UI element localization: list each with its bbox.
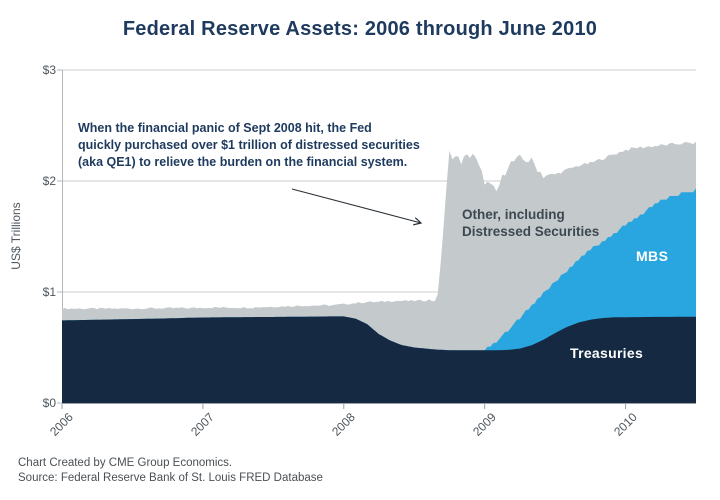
series-label-treasuries: Treasuries xyxy=(570,345,644,361)
area-treasuries xyxy=(62,316,696,403)
series-label-other: Other, including Distressed Securities xyxy=(462,207,600,239)
y-axis-title: US$ Trillions xyxy=(9,202,23,270)
footer-credit: Chart Created by CME Group Economics. xyxy=(18,457,233,469)
y-tick-label-$1: $1 xyxy=(42,285,56,299)
footer-source: Source: Federal Reserve Bank of St. Loui… xyxy=(18,472,323,484)
annotation-text: When the financial panic of Sept 2008 hi… xyxy=(78,121,420,169)
y-tick-label-$3: $3 xyxy=(42,63,56,77)
annotation-arrow xyxy=(291,188,421,223)
page-title: Federal Reserve Assets: 2006 through Jun… xyxy=(122,18,598,40)
y-tick-label-$0: $0 xyxy=(42,396,56,410)
series-label-mbs: MBS xyxy=(636,248,669,264)
y-tick-label-$2: $2 xyxy=(42,174,56,188)
